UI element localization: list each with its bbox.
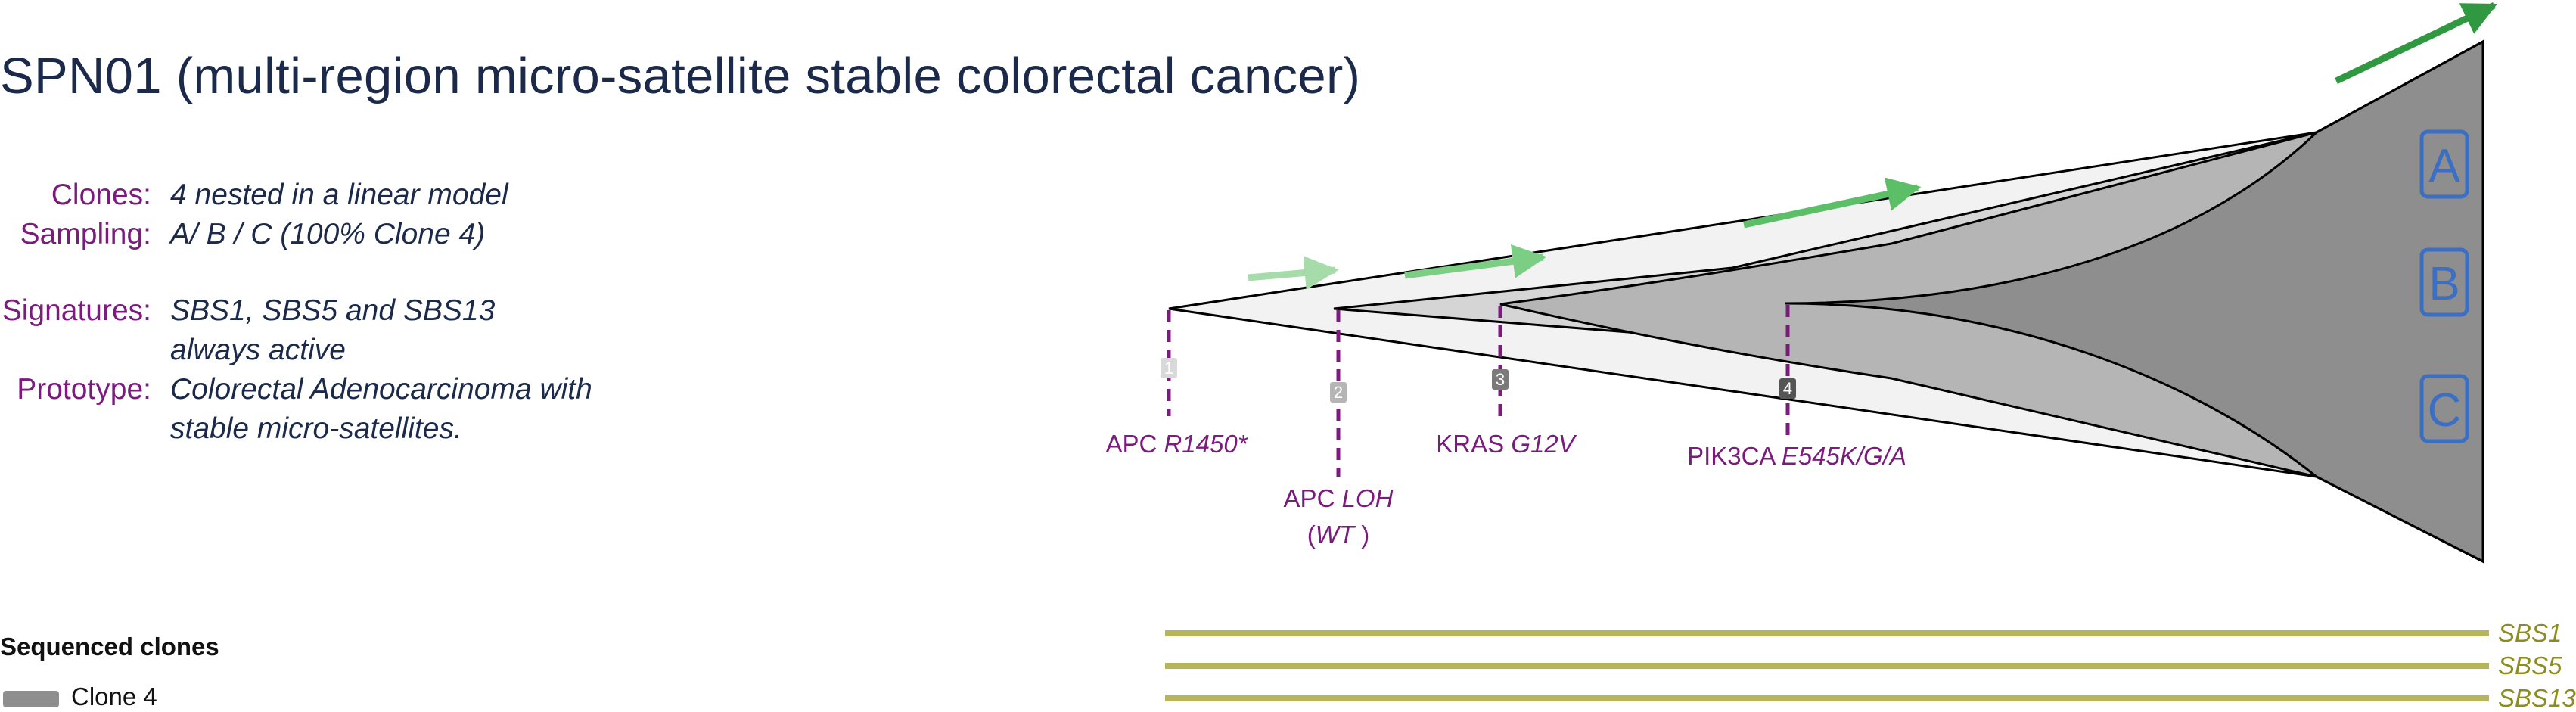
signatures-label: Signatures: xyxy=(2,294,151,327)
sbs13-label: SBS13 xyxy=(2498,684,2576,712)
region-b-box: B xyxy=(2419,247,2469,317)
prototype-row: Prototype: Colorectal Adenocarcinoma wit… xyxy=(0,370,592,409)
prototype-row-2: stable micro-satellites. xyxy=(0,409,462,449)
growth-arrow-2 xyxy=(1404,244,1547,279)
growth-arrow-3 xyxy=(1743,177,1922,229)
prototype-label: Prototype: xyxy=(17,373,151,406)
clone3-mutation-label: KRAS G12V xyxy=(1436,430,1577,458)
signatures-row: Signatures: SBS1, SBS5 and SBS13 xyxy=(0,291,496,331)
region-c-box: C xyxy=(2419,374,2469,443)
clone1-number: 1 xyxy=(1164,359,1173,378)
clones-value: 4 nested in a linear model xyxy=(170,179,508,211)
clone3-number-box xyxy=(1492,369,1509,390)
sbs5-label: SBS5 xyxy=(2498,651,2562,679)
page-title: SPN01 (multi-region micro-satellite stab… xyxy=(0,48,1361,104)
sampling-value: A/ B / C (100% Clone 4) xyxy=(170,218,486,250)
clone2-mutation-extra: (WT ) xyxy=(1307,521,1369,549)
clone4-shape xyxy=(1785,39,2484,564)
sbs1-label: SBS1 xyxy=(2498,619,2562,647)
clone1-number-box xyxy=(1161,358,1177,378)
region-c-label: C xyxy=(2428,384,2462,437)
sampling-label: Sampling: xyxy=(20,218,151,250)
clone1-mutation-label: APC R1450* xyxy=(1105,430,1248,458)
region-b-label: B xyxy=(2428,258,2459,310)
sampling-row: Sampling: A/ B / C (100% Clone 4) xyxy=(0,215,486,254)
signatures-value-line2: always active xyxy=(170,334,346,366)
region-a-label: A xyxy=(2428,140,2460,192)
growth-arrow-4 xyxy=(2335,2,2498,85)
clone2-number: 2 xyxy=(1334,383,1343,402)
clone2-number-box xyxy=(1330,382,1347,403)
clones-label: Clones: xyxy=(51,179,151,211)
clone4-number-box xyxy=(1779,378,1796,399)
prototype-value-line2: stable micro-satellites. xyxy=(170,412,462,445)
clone3-number: 3 xyxy=(1496,370,1505,389)
clone2-mutation-label: APC LOH xyxy=(1284,484,1394,512)
growth-arrow-1 xyxy=(1248,256,1339,290)
clone4-mutation-label: PIK3CA E545K/G/A xyxy=(1687,442,1906,470)
clones-row: Clones: 4 nested in a linear model xyxy=(0,176,508,215)
prototype-value-line1: Colorectal Adenocarcinoma with xyxy=(170,373,592,406)
signatures-row-2: always active xyxy=(0,331,346,370)
legend-label-clone4: Clone 4 xyxy=(71,682,157,710)
signatures-value-line1: SBS1, SBS5 and SBS13 xyxy=(170,294,496,327)
clone4-number: 4 xyxy=(1783,379,1792,398)
legend-title: Sequenced clones xyxy=(0,633,219,661)
legend-swatch-clone4 xyxy=(3,691,59,707)
region-a-box: A xyxy=(2419,129,2469,199)
